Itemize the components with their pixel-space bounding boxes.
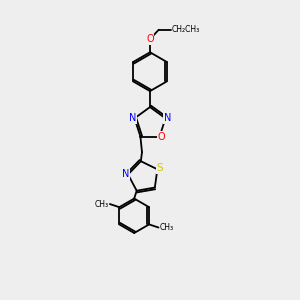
Text: O: O [146, 34, 154, 44]
Text: N: N [164, 113, 171, 123]
Text: O: O [158, 132, 166, 142]
Text: CH₂CH₃: CH₂CH₃ [172, 25, 200, 34]
Text: S: S [156, 164, 163, 173]
Text: CH₃: CH₃ [95, 200, 109, 208]
Text: N: N [129, 113, 136, 123]
Text: N: N [122, 169, 130, 179]
Text: CH₃: CH₃ [159, 223, 174, 232]
